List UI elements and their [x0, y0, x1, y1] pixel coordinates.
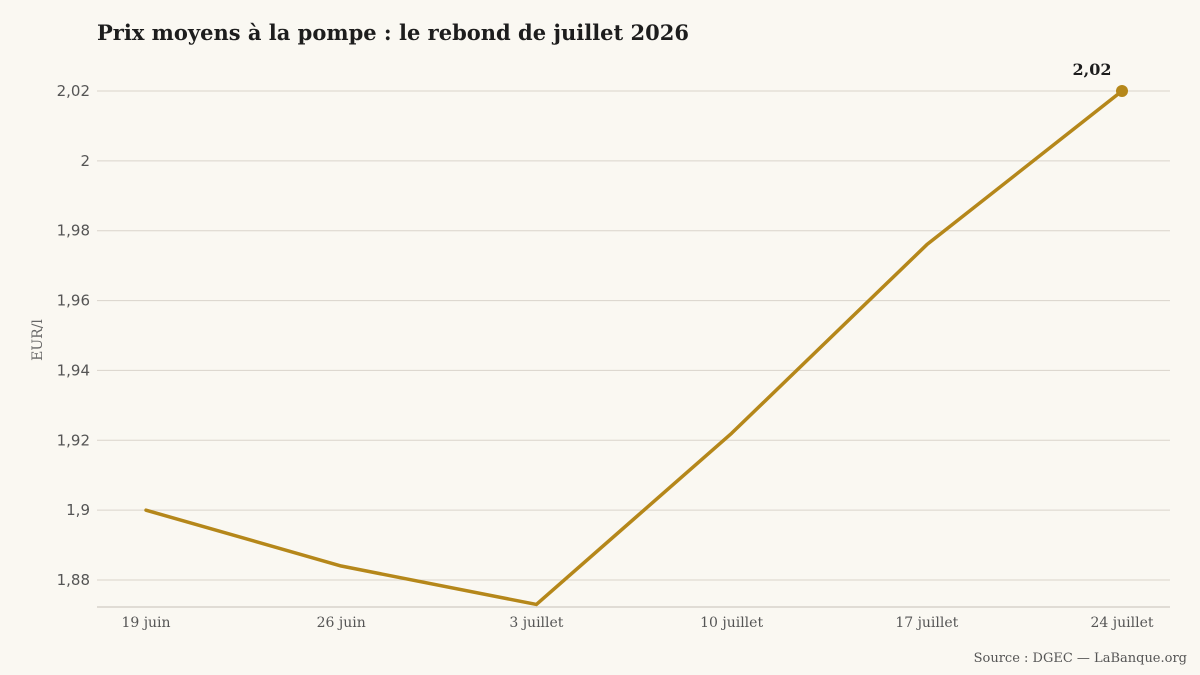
- y-tick-label: 1,9: [66, 501, 90, 519]
- series-line: [144, 89, 1124, 607]
- x-tick-label: 3 juillet: [509, 615, 563, 631]
- x-tick-label: 17 juillet: [895, 615, 958, 631]
- y-tick-label: 1,88: [57, 571, 90, 589]
- x-tick-labels: 19 juin 26 juin 3 juillet 10 juillet 17 juil…: [121, 615, 1153, 631]
- y-tick-label: 1,98: [57, 222, 90, 240]
- end-point-marker: [1116, 85, 1128, 97]
- gridlines: [97, 90, 1170, 581]
- x-tick-label: 26 juin: [317, 615, 366, 631]
- x-tick-label: 10 juillet: [700, 615, 763, 631]
- series-layer: 2,02: [144, 60, 1128, 607]
- source-note: Source : DGEC — LaBanque.org: [973, 651, 1187, 666]
- y-tick-label: 1,94: [57, 361, 90, 379]
- x-tick-label: 24 juillet: [1091, 615, 1154, 631]
- y-tick-label: 1,96: [57, 292, 90, 310]
- y-tick-label: 1,92: [57, 431, 90, 449]
- y-axis-label: EUR/l: [30, 319, 46, 361]
- x-tick-label: 19 juin: [121, 615, 170, 631]
- end-value-label: 2,02: [1073, 60, 1112, 79]
- y-tick-labels: 1,88 1,9 1,92 1,94 1,96 1,98 2 2,02: [57, 82, 90, 589]
- y-tick-label: 2: [80, 152, 90, 170]
- y-tick-label: 2,02: [57, 82, 90, 100]
- chart-title: Prix moyens à la pompe : le rebond de ju…: [97, 20, 689, 45]
